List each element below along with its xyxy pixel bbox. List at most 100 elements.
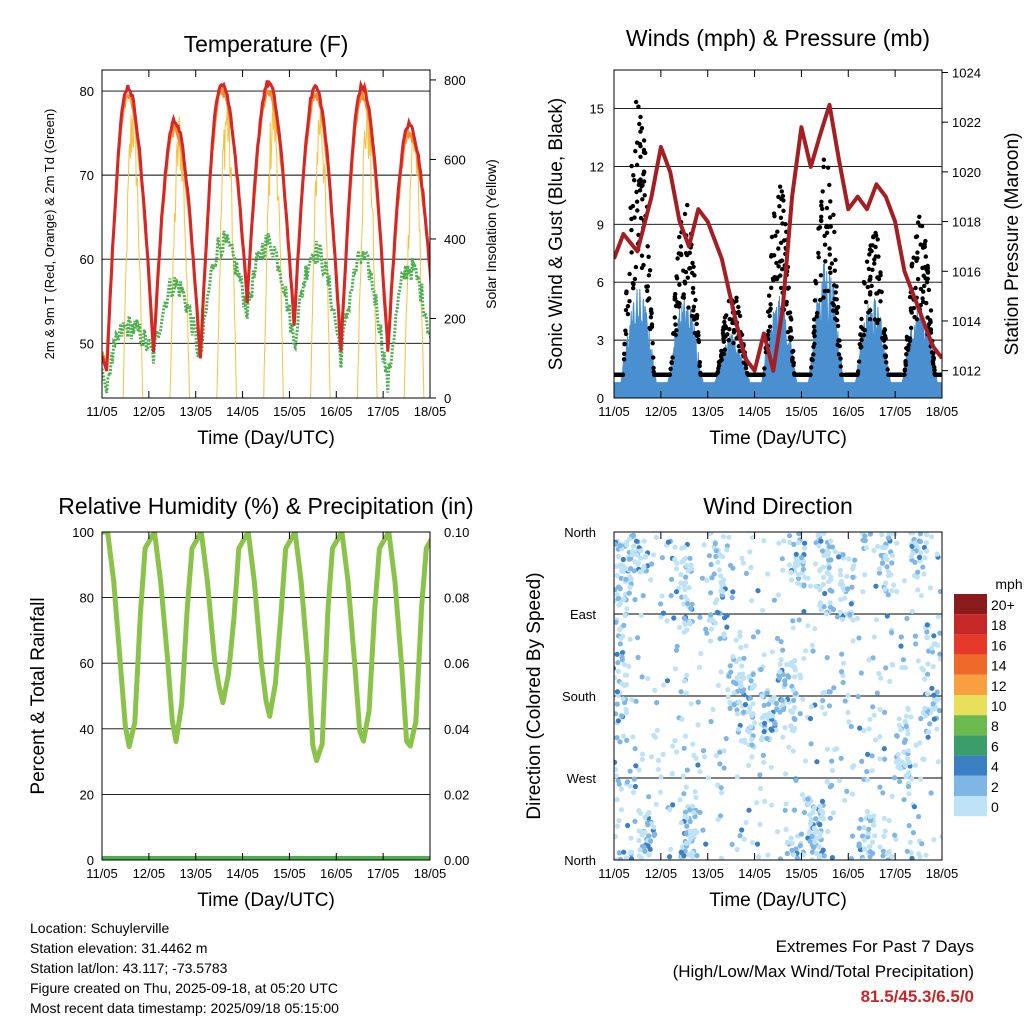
direction-point <box>822 711 828 717</box>
direction-point <box>669 771 675 777</box>
direction-point <box>659 555 666 561</box>
direction-point <box>925 729 932 735</box>
direction-point <box>918 716 924 722</box>
direction-point <box>742 737 748 743</box>
direction-point <box>937 588 942 595</box>
direction-point <box>620 556 626 563</box>
x-tick-label: 13/05 <box>179 404 212 419</box>
direction-point <box>888 572 894 578</box>
gust-point <box>868 243 873 248</box>
gust-point <box>769 285 774 290</box>
direction-point <box>674 643 680 649</box>
gust-point <box>623 328 628 333</box>
direction-point <box>774 635 781 642</box>
gust-point <box>677 234 682 240</box>
direction-point <box>617 586 623 592</box>
direction-point <box>638 548 644 554</box>
direction-point <box>805 801 811 807</box>
colorbar-label: 14 <box>991 658 1007 674</box>
gust-point <box>821 164 826 170</box>
direction-point <box>692 814 698 820</box>
direction-point <box>908 532 914 536</box>
direction-point <box>820 548 826 554</box>
gust-point <box>720 331 726 336</box>
gust-point <box>629 163 634 169</box>
direction-point <box>921 571 927 577</box>
direction-point <box>733 637 739 643</box>
direction-point <box>621 661 627 668</box>
direction-point <box>904 848 910 854</box>
direction-point <box>862 846 868 852</box>
x-tick-label: 13/05 <box>179 866 212 881</box>
direction-point <box>629 856 635 860</box>
gust-point <box>882 333 888 339</box>
direction-point <box>931 716 937 722</box>
direction-point <box>935 759 941 765</box>
gust-point <box>876 317 881 323</box>
direction-point <box>869 768 875 774</box>
gust-point <box>813 281 819 286</box>
gust-point <box>726 338 731 343</box>
gust-point <box>931 358 936 363</box>
direction-point <box>715 817 721 823</box>
direction-point <box>624 779 631 785</box>
gust-point <box>622 342 627 347</box>
direction-point <box>749 685 755 691</box>
direction-point <box>741 655 747 661</box>
gust-point <box>861 279 867 285</box>
gust-point <box>627 299 632 304</box>
direction-point <box>658 614 664 620</box>
gust-point <box>872 257 877 262</box>
y2-tick-label: 800 <box>444 73 466 88</box>
direction-point <box>682 587 688 593</box>
direction-point <box>861 825 867 831</box>
direction-point <box>708 612 714 618</box>
direction-point <box>931 837 937 843</box>
gust-point <box>827 252 832 257</box>
direction-point <box>639 832 645 838</box>
colorbar-swatch <box>954 796 987 817</box>
gust-point <box>932 367 937 373</box>
direction-point <box>616 850 623 856</box>
direction-point <box>614 541 618 547</box>
direction-point <box>811 805 818 811</box>
gust-point <box>925 270 931 275</box>
temp-2m-line <box>102 79 430 372</box>
direction-point <box>747 549 753 555</box>
direction-point <box>645 675 651 682</box>
direction-point <box>847 612 853 618</box>
direction-point <box>742 702 749 708</box>
gust-point <box>871 234 876 239</box>
direction-point <box>894 589 900 595</box>
gust-point <box>672 315 677 320</box>
direction-point <box>889 661 895 667</box>
gust-point <box>833 290 838 295</box>
gust-point <box>870 267 875 272</box>
direction-point <box>784 850 790 857</box>
direction-point <box>727 705 733 712</box>
direction-point <box>928 790 934 796</box>
direction-point <box>826 544 832 550</box>
direction-point <box>717 552 723 558</box>
gust-point <box>776 246 781 251</box>
direction-point <box>924 634 931 641</box>
gust-point <box>836 352 842 357</box>
direction-point <box>619 650 626 656</box>
direction-point <box>900 657 907 663</box>
direction-point <box>629 548 636 554</box>
direction-point <box>615 660 621 666</box>
direction-point <box>778 639 784 645</box>
direction-point <box>877 756 883 762</box>
x-tick-label: 14/05 <box>226 404 259 419</box>
gust-point <box>644 284 649 289</box>
direction-point <box>750 634 757 640</box>
direction-point <box>902 762 909 768</box>
gust-point <box>762 366 767 371</box>
direction-point <box>821 574 827 581</box>
direction-point <box>790 687 797 693</box>
direction-point <box>864 808 871 815</box>
gust-point <box>931 354 936 360</box>
direction-point <box>805 575 811 581</box>
direction-point <box>824 746 831 752</box>
direction-point <box>622 612 628 618</box>
